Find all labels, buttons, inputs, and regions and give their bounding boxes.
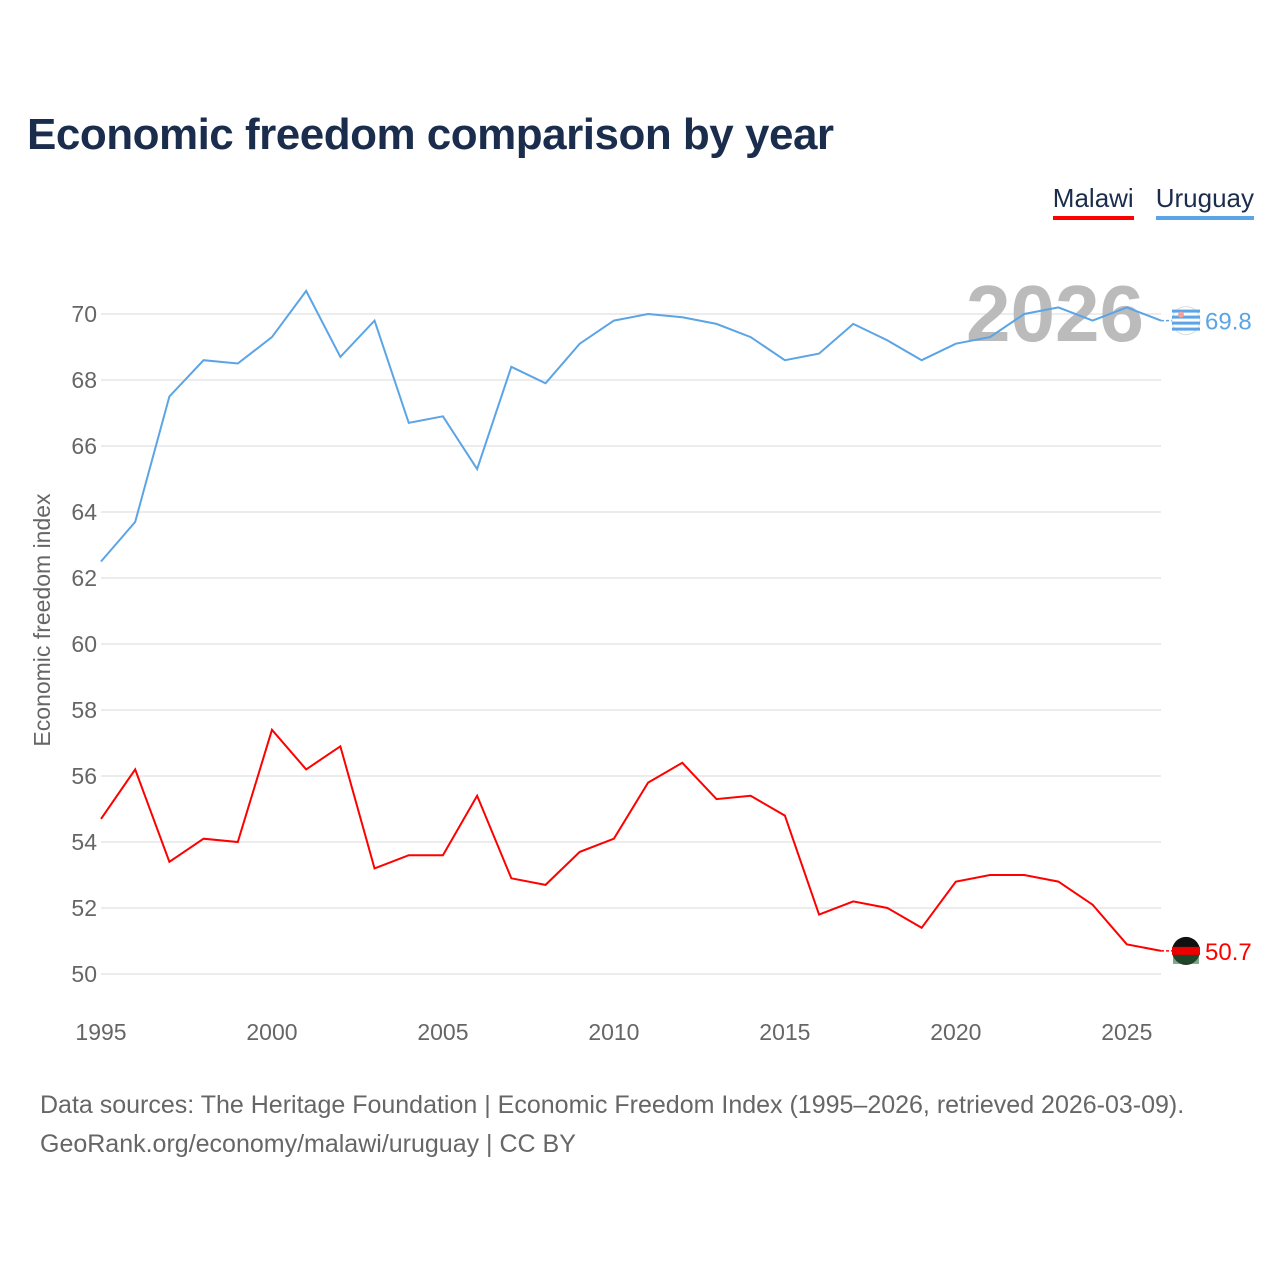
x-tick-label: 2020 [930,1019,981,1045]
legend-item-uruguay[interactable]: Uruguay [1155,183,1254,220]
y-tick-label: 66 [71,433,97,459]
y-tick-label: 68 [71,367,97,393]
x-tick-label: 2005 [417,1019,468,1045]
x-tick-label: 2010 [588,1019,639,1045]
footer-link[interactable]: GeoRank.org/economy/malawi/uruguay | CC … [40,1130,576,1158]
y-axis-label: Economic freedom index [29,493,55,747]
y-tick-label: 60 [71,631,97,657]
legend-item-malawi[interactable]: Malawi [1052,183,1134,220]
y-tick-label: 62 [71,565,97,591]
x-tick-label: 2015 [759,1019,810,1045]
watermark-year: 2026 [966,269,1144,358]
x-tick-label: 2025 [1101,1019,1152,1045]
y-tick-label: 64 [71,499,97,525]
y-tick-label: 58 [71,697,97,723]
footer: Data sources: The Heritage Foundation | … [40,1086,1184,1164]
end-value-label: 50.7 [1205,939,1252,966]
flag-uruguay-icon [1171,306,1201,336]
y-tick-label: 52 [71,895,97,921]
series-line-uruguay[interactable] [100,289,1162,563]
footer-sources: Data sources: The Heritage Foundation | … [40,1091,1185,1119]
y-tick-label: 50 [71,961,97,987]
y-tick-label: 70 [71,301,97,327]
x-tick-label: 2000 [246,1019,297,1045]
y-tick-label: 54 [71,829,97,855]
y-tick-label: 56 [71,763,97,789]
end-value-label: 69.8 [1205,309,1252,336]
chart-title: Economic freedom comparison by year [27,110,834,159]
legend: Malawi Uruguay [1052,183,1254,220]
series-line-malawi[interactable] [100,727,1162,952]
x-tick-label: 1995 [75,1019,126,1045]
flag-malawi-icon [1172,936,1200,965]
